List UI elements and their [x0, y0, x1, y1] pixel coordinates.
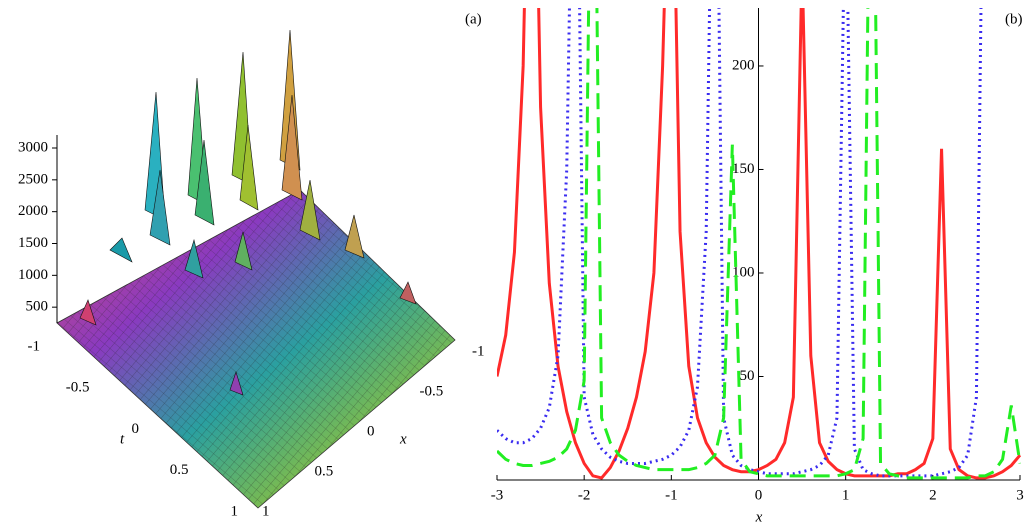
z-tick-label: 1000 [18, 267, 48, 283]
z-tick-label: 2500 [18, 171, 48, 187]
y-tick-label: 50 [740, 368, 755, 384]
panel-a-title: (a) [465, 11, 482, 27]
x-tick-label: 3 [1016, 487, 1024, 503]
y-tick-label: 150 [732, 161, 755, 177]
z-tick-label: 1500 [18, 235, 48, 251]
tticks-label: 0.5 [170, 462, 189, 478]
xticks-label: -0.5 [420, 383, 444, 399]
tticks-label: 0 [132, 421, 140, 437]
t-axis-label: t [120, 431, 125, 447]
series-line [497, 8, 1021, 480]
x-axis-label-a: x [399, 431, 407, 447]
tticks-label: -1 [28, 338, 41, 354]
y-tick-label: 100 [732, 264, 755, 280]
x-tick-label: -2 [578, 487, 591, 503]
series-line [497, 8, 1021, 480]
tticks-label: 1 [231, 503, 239, 519]
xticks-label: 0.5 [315, 463, 334, 479]
x-tick-label: 0 [755, 487, 763, 503]
x-tick-label: 1 [842, 487, 850, 503]
x-tick-label: -3 [491, 487, 504, 503]
x-axis-label-b: x [755, 509, 763, 525]
z-tick-label: 3000 [18, 139, 48, 155]
xticks-label: 1 [262, 503, 270, 519]
panel-b-title: (b) [1005, 11, 1023, 27]
surface-decoration [56, 29, 456, 509]
z-tick-label: 2000 [18, 203, 48, 219]
y-tick-label: 200 [732, 57, 755, 73]
x-tick-label: 2 [929, 487, 937, 503]
tticks-label: -0.5 [66, 380, 90, 396]
xticks-label: -1 [472, 343, 485, 359]
xticks-label: 0 [367, 423, 375, 439]
z-tick-label: 500 [26, 299, 49, 315]
x-tick-label: -1 [665, 487, 678, 503]
plot-area [497, 8, 1021, 480]
series-line [497, 8, 983, 478]
